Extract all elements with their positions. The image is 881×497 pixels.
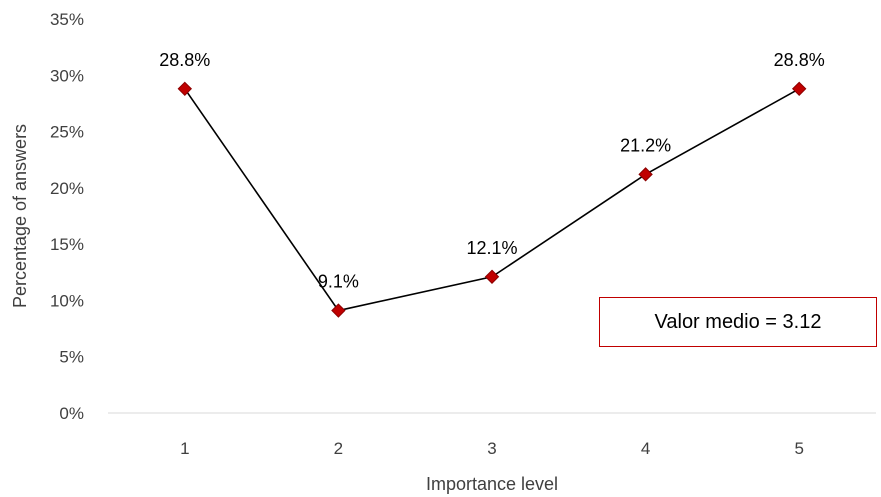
- data-point-marker: [331, 303, 346, 318]
- y-tick-label: 30%: [50, 66, 84, 85]
- y-tick-label: 10%: [50, 291, 84, 310]
- y-tick-label: 20%: [50, 179, 84, 198]
- data-labels: 28.8% 9.1% 12.1% 21.2% 28.8%: [159, 50, 824, 292]
- x-tick-label: 2: [334, 439, 343, 458]
- x-tick-label: 1: [180, 439, 189, 458]
- data-label: 12.1%: [466, 238, 517, 258]
- data-label: 9.1%: [318, 272, 359, 292]
- x-axis-ticks: 1 2 3 4 5: [180, 439, 804, 458]
- y-tick-label: 5%: [59, 348, 84, 367]
- data-point-marker: [177, 81, 193, 97]
- y-axis-title: Percentage of answers: [10, 124, 30, 308]
- y-tick-label: 25%: [50, 123, 84, 142]
- x-axis-title: Importance level: [426, 474, 558, 494]
- mean-value-annotation: Valor medio = 3.12: [599, 297, 877, 347]
- x-tick-label: 4: [641, 439, 650, 458]
- data-point-marker: [484, 269, 500, 284]
- data-point-marker: [791, 81, 807, 97]
- data-markers: [177, 81, 807, 318]
- x-tick-label: 5: [794, 439, 803, 458]
- x-tick-label: 3: [487, 439, 496, 458]
- y-axis-ticks: 0% 5% 10% 15% 20% 25% 30% 35%: [50, 10, 84, 423]
- y-tick-label: 0%: [59, 404, 84, 423]
- data-point-marker: [638, 167, 653, 182]
- y-tick-label: 15%: [50, 235, 84, 254]
- y-tick-label: 35%: [50, 10, 84, 29]
- data-label: 21.2%: [620, 135, 671, 155]
- data-label: 28.8%: [774, 50, 825, 70]
- data-label: 28.8%: [159, 50, 210, 70]
